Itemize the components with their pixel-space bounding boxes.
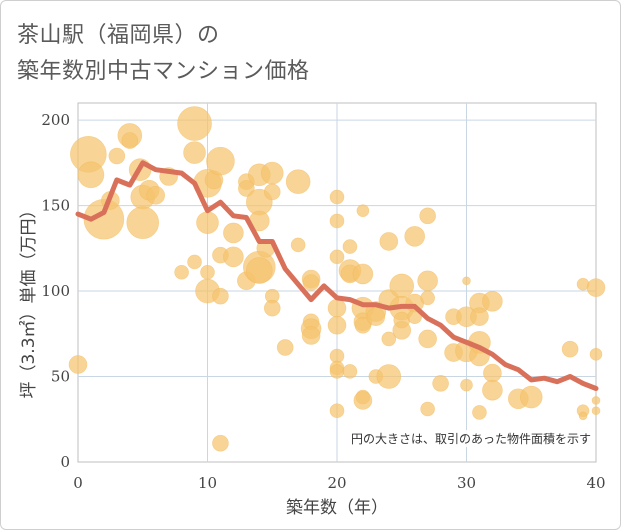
bubble-75	[381, 331, 397, 347]
bubble-50	[329, 189, 345, 205]
bubble-0	[68, 355, 88, 374]
bubble-42	[276, 339, 294, 356]
x-tick-1: 10	[198, 474, 217, 492]
bubble-52	[329, 249, 345, 265]
bubble-27	[223, 222, 244, 244]
bubble-113	[591, 406, 601, 416]
bubble-112	[591, 396, 601, 405]
bubble-109	[578, 411, 588, 421]
bubble-49	[301, 326, 321, 345]
bubble-5	[108, 147, 126, 165]
bubble-51	[329, 213, 345, 229]
y-tick-0: 0	[60, 453, 70, 471]
chart-title-line1: 茶山駅（福岡県）の	[17, 23, 220, 48]
bubble-92	[462, 276, 471, 286]
bubble-59	[342, 239, 358, 254]
x-axis-label: 築年数（年）	[286, 498, 388, 518]
bubble-19	[196, 211, 219, 234]
note-background	[347, 430, 594, 447]
bubble-80	[392, 321, 412, 340]
y-axis-label: 坪（3.3㎡）単価（万円）	[19, 201, 39, 398]
bubble-102	[483, 363, 502, 383]
bubble-17	[187, 254, 202, 270]
bubble-71	[366, 307, 386, 326]
bubble-43	[285, 169, 311, 194]
bubble-20	[200, 264, 215, 280]
y-tick-3: 150	[41, 197, 70, 215]
bubble-25	[212, 287, 229, 305]
bubble-105	[519, 385, 543, 409]
bubble-14	[174, 264, 189, 280]
bubble-89	[432, 375, 449, 392]
bubble-81	[404, 226, 426, 247]
bubble-12	[146, 186, 165, 205]
bubble-85	[417, 270, 438, 292]
x-tick-labels: 0 10 20 30 40	[73, 474, 605, 492]
bubble-53	[327, 298, 347, 318]
y-tick-4: 200	[41, 111, 70, 129]
bubble-58	[329, 403, 345, 419]
bubble-26	[212, 434, 229, 452]
bubble-63	[356, 204, 370, 217]
bubble-size-note: 円の大きさは、取引のあった物件面積を示す	[351, 431, 591, 446]
x-tick-4: 40	[586, 474, 605, 492]
bubble-67	[354, 316, 372, 334]
bubble-28	[223, 246, 244, 268]
trend-line-0	[75, 160, 599, 391]
bubble-39	[263, 183, 281, 201]
chart-title-line2: 築年数別中古マンション価格	[17, 59, 310, 84]
bubble-76	[376, 364, 402, 389]
bubble-106	[561, 340, 579, 358]
bubble-110	[586, 278, 606, 297]
bubble-97	[470, 307, 489, 326]
bubble-88	[420, 401, 435, 417]
x-tick-0: 0	[73, 474, 83, 492]
y-tick-2: 100	[41, 282, 70, 300]
bubble-54	[327, 315, 347, 335]
bubble-73	[379, 232, 399, 251]
bubble-15	[177, 106, 212, 141]
bubble-46	[302, 274, 320, 291]
bubble-16	[183, 141, 206, 164]
bubble-77	[389, 273, 415, 299]
bubble-84	[419, 207, 436, 225]
bubble-87	[418, 329, 437, 349]
bubble-36	[245, 257, 273, 284]
bubble-23	[206, 146, 235, 176]
bubble-103	[482, 379, 503, 401]
bubble-95	[460, 378, 473, 392]
bubble-10	[126, 206, 160, 239]
bubble-64	[352, 263, 374, 285]
trend-line-layer	[75, 160, 599, 391]
bubble-101	[482, 291, 503, 312]
x-tick-3: 30	[457, 474, 476, 492]
bubble-100	[472, 405, 487, 420]
bubble-41	[263, 299, 281, 317]
bubble-57	[329, 364, 345, 379]
bubble-44	[290, 237, 306, 253]
y-tick-labels: 0 50 100 150 200	[41, 111, 70, 471]
y-tick-1: 50	[51, 368, 70, 386]
bubble-111	[589, 347, 603, 361]
bubble-62	[342, 364, 358, 379]
bubble-2	[77, 161, 105, 189]
bubble-7	[121, 132, 139, 149]
x-tick-2: 20	[327, 474, 346, 492]
bubble-86	[420, 290, 435, 306]
bubbles-layer	[68, 106, 606, 452]
bubble-38	[260, 161, 284, 185]
bubble-69	[353, 391, 373, 410]
